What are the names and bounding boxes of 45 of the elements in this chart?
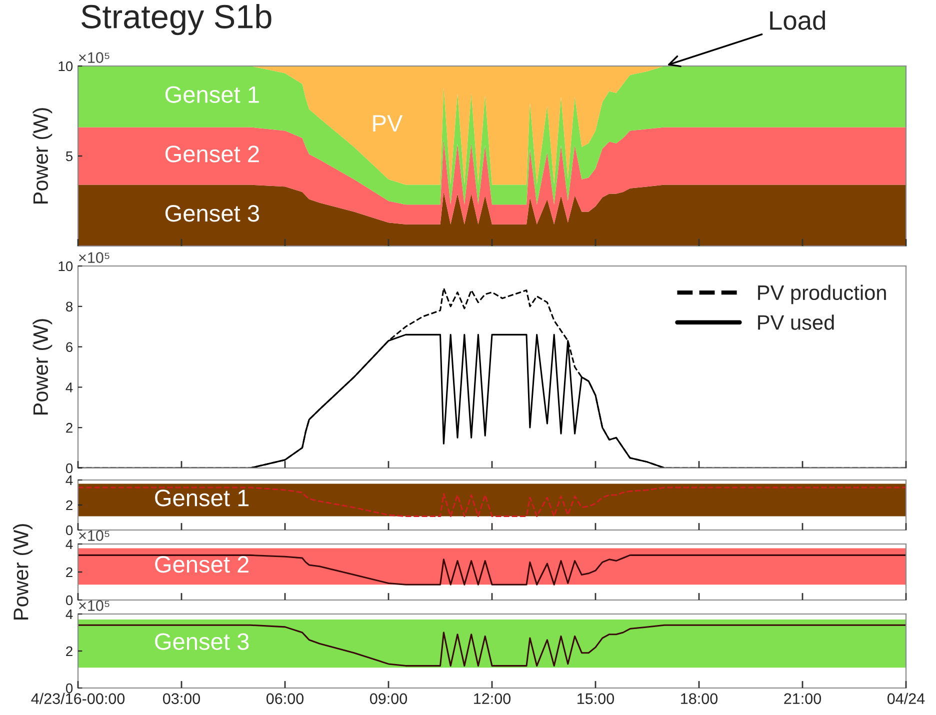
y-tick-label: 4 bbox=[66, 475, 73, 486]
y-axis-title: Power (W) bbox=[32, 319, 52, 414]
annotation: Load bbox=[770, 10, 826, 30]
x-tick-label: 15:00 bbox=[578, 693, 614, 704]
legend-label: PV production bbox=[758, 284, 886, 304]
series-label: Genset 2 bbox=[165, 146, 259, 162]
legend-label: PV used bbox=[758, 314, 834, 330]
y-tick-label: 5 bbox=[66, 151, 73, 162]
series-label: Genset 1 bbox=[165, 86, 259, 103]
y-tick-label: 0 bbox=[66, 595, 73, 606]
x-tick-label: 18:00 bbox=[681, 693, 718, 704]
y-tick-label: 0 bbox=[66, 463, 73, 474]
y-tick-label: 6 bbox=[66, 342, 73, 352]
y-tick-label: 2 bbox=[66, 646, 72, 656]
y-tick-label: 2 bbox=[66, 500, 72, 510]
text: ×10⁵ bbox=[79, 530, 110, 541]
y-tick-label: 2 bbox=[66, 567, 72, 578]
x-tick-label: 06:00 bbox=[266, 693, 304, 704]
band-label: Genset 1 bbox=[155, 490, 249, 506]
y-axis-title: Power (W) bbox=[13, 524, 32, 620]
text: ×10⁵ bbox=[79, 252, 110, 263]
y-tick-label: 4 bbox=[66, 539, 73, 550]
y-tick-label: 10 bbox=[58, 261, 73, 272]
x-tick-label: 4/23/16-00:00 bbox=[31, 692, 125, 704]
text: ×10⁵ bbox=[79, 600, 110, 611]
series-label: PV bbox=[373, 115, 403, 132]
x-tick-label: 12:00 bbox=[474, 693, 511, 704]
y-tick-label: 2 bbox=[66, 422, 72, 433]
text: ×10⁵ bbox=[79, 52, 110, 63]
x-tick-label: 21:00 bbox=[784, 693, 822, 704]
y-tick-label: 0 bbox=[66, 525, 73, 536]
band-label: Genset 3 bbox=[155, 633, 249, 650]
y-tick-label: 4 bbox=[66, 382, 73, 392]
y-tick-label: 4 bbox=[66, 609, 73, 620]
y-tick-label: 8 bbox=[66, 302, 73, 312]
series-label: Genset 3 bbox=[165, 205, 260, 222]
band-label: Genset 2 bbox=[155, 556, 249, 573]
y-axis-title: Power (W) bbox=[32, 108, 52, 204]
chart-title: Strategy S1b bbox=[82, 4, 272, 36]
x-tick-label: 04/24 bbox=[887, 692, 925, 704]
line-series bbox=[78, 554, 906, 586]
y-tick-label: 10 bbox=[58, 61, 73, 72]
x-tick-label: 03:00 bbox=[162, 693, 200, 704]
y-tick-label: 0 bbox=[66, 683, 73, 694]
x-tick-label: 09:00 bbox=[370, 693, 408, 704]
